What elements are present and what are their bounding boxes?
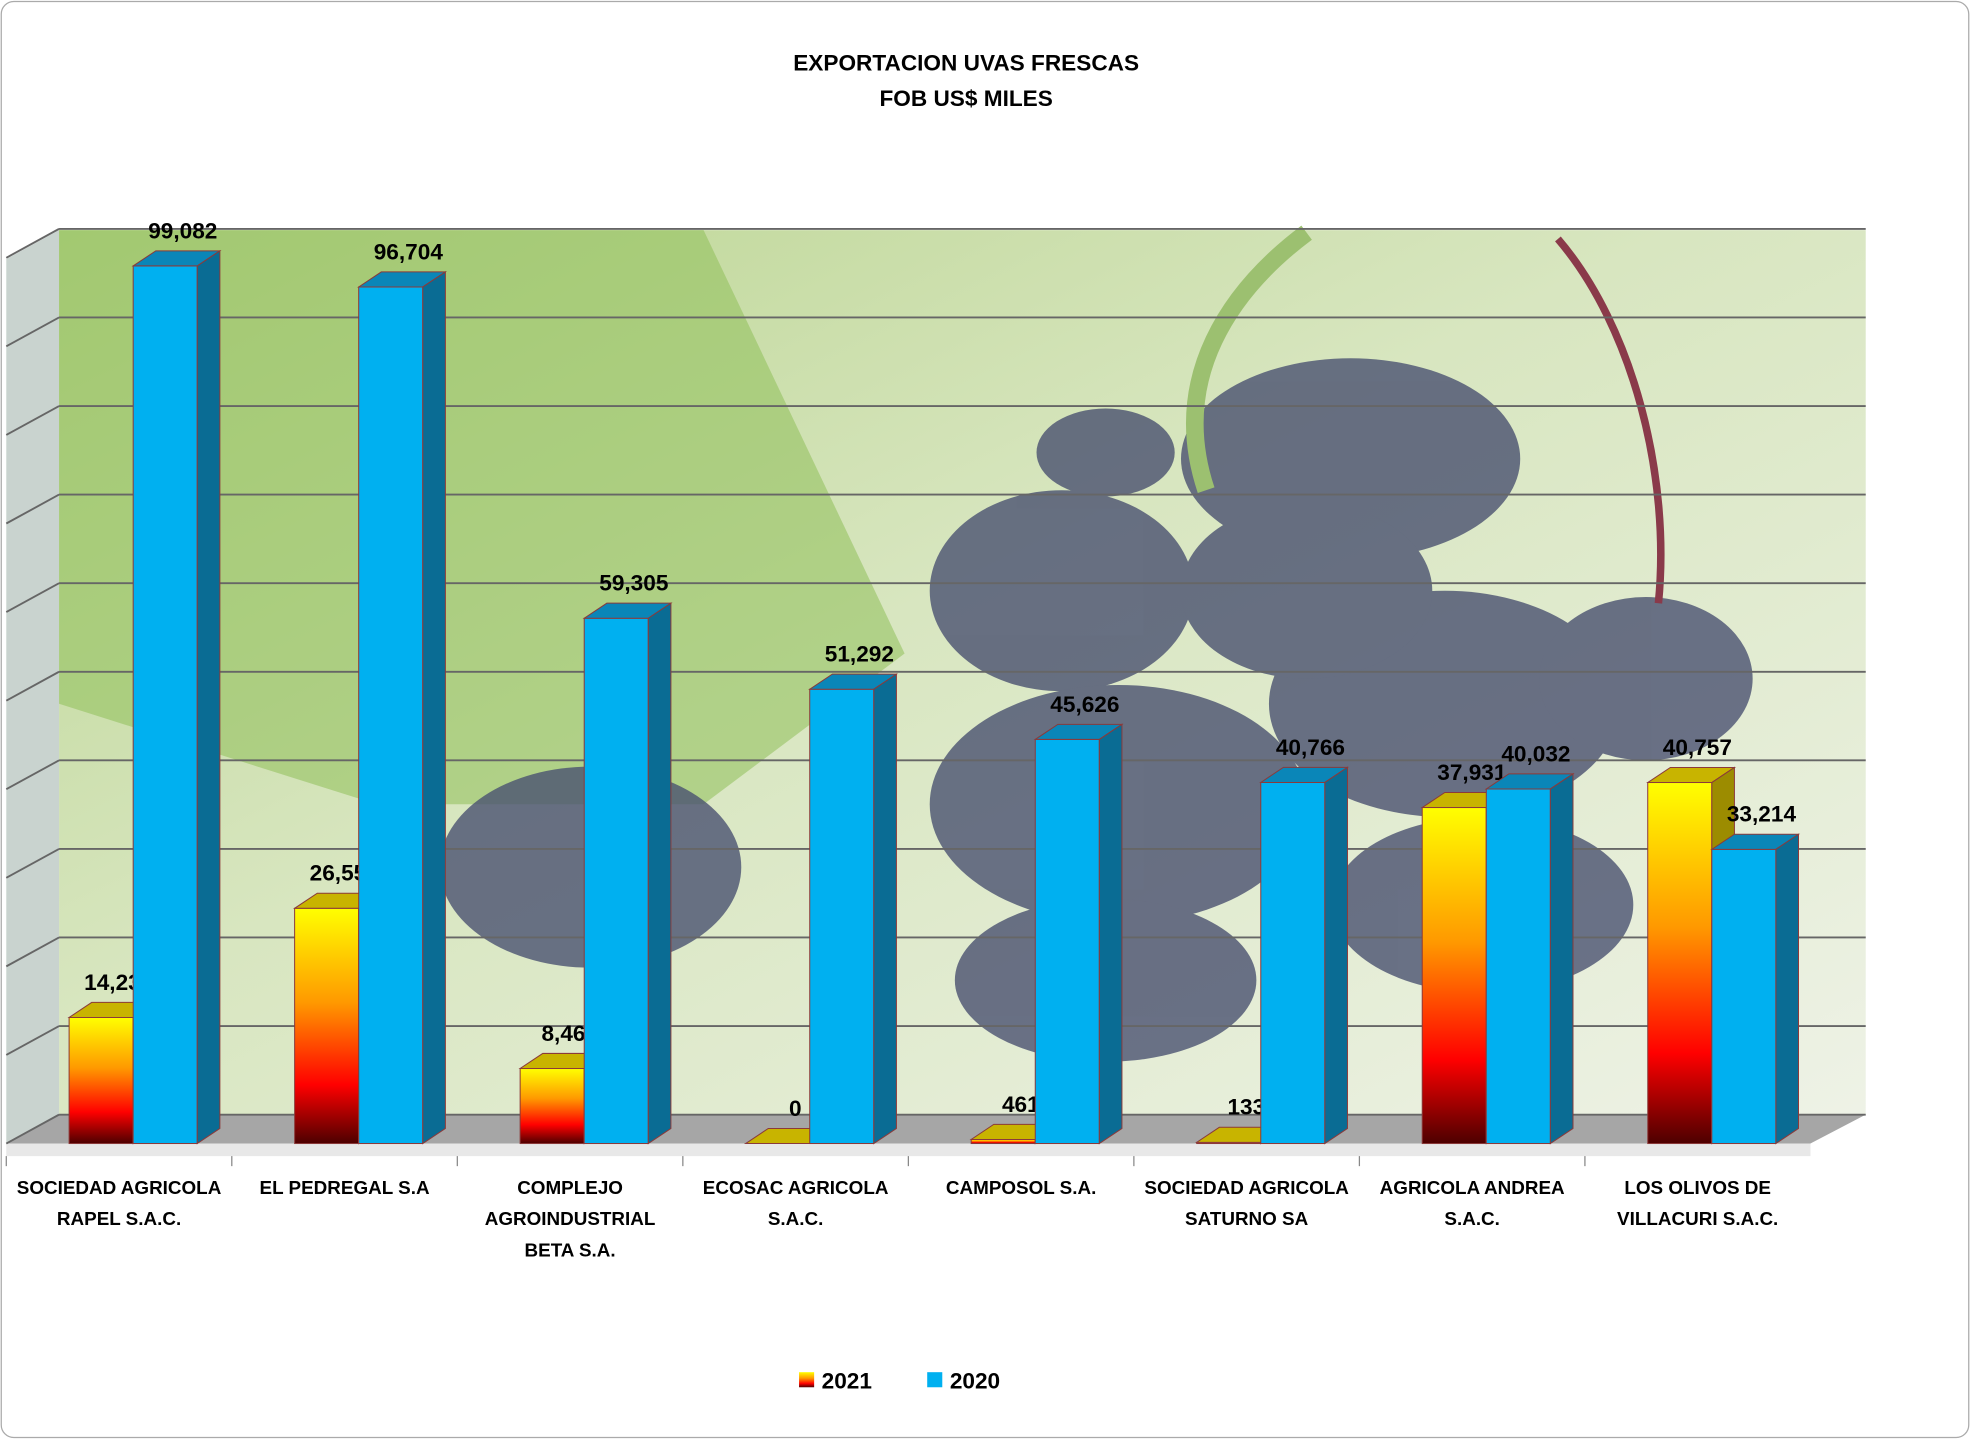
- bar-side: [1098, 723, 1123, 1145]
- bar-front: [583, 617, 649, 1145]
- chart-title: EXPORTACION UVAS FRESCAS: [793, 51, 1139, 76]
- data-label: 99,082: [148, 218, 217, 243]
- bar-side: [422, 270, 446, 1145]
- bar-side: [873, 673, 897, 1145]
- data-label: 59,305: [599, 571, 668, 596]
- side-grid-line: [5, 1113, 60, 1145]
- bar-front: [358, 286, 424, 1145]
- floor: [6, 1114, 1866, 1144]
- bar-front: [1711, 848, 1777, 1145]
- bar-front: [1421, 807, 1487, 1145]
- category-label-box: SOCIEDAD AGRICOLA SATURNO SA: [1144, 1177, 1349, 1231]
- side-grid-line: [5, 670, 60, 702]
- bar-side: [647, 602, 672, 1145]
- legend-label: 2020: [950, 1369, 1000, 1394]
- background-photo: [6, 225, 1866, 1144]
- side-grid-line: [5, 493, 60, 525]
- bar-front: [68, 1016, 134, 1145]
- x-tick-label: SOCIEDAD AGRICOLA SATURNO SA: [1144, 1177, 1349, 1231]
- side-grid-line: [5, 582, 60, 613]
- legend: 2021 2020: [799, 1369, 1000, 1394]
- category-label-box: AGRICOLA ANDREA S.A.C.: [1379, 1177, 1565, 1231]
- data-label: 0: [789, 1096, 802, 1121]
- x-tick-label: CAMPOSOL S.A.: [945, 1177, 1097, 1199]
- data-label: 45,626: [1050, 692, 1119, 717]
- legend-swatch: [927, 1372, 943, 1388]
- bar-front: [132, 265, 198, 1145]
- bar-front: [1260, 781, 1326, 1145]
- x-tick-label: LOS OLIVOS DE VILLACURI S.A.C.: [1617, 1177, 1779, 1231]
- side-grid-line: [5, 936, 60, 968]
- category-label-box: CAMPOSOL S.A.: [945, 1177, 1097, 1199]
- data-label: 40,032: [1501, 741, 1570, 766]
- side-grid-line: [5, 1025, 60, 1056]
- bar-side: [1324, 766, 1348, 1145]
- bar-front: [970, 1138, 1036, 1145]
- bar-side: [1549, 772, 1574, 1145]
- data-label: 96,704: [374, 239, 444, 264]
- data-label: 40,757: [1663, 735, 1732, 760]
- x-tick-label: EL PEDREGAL S.A: [259, 1177, 430, 1199]
- side-grid-line: [5, 405, 60, 436]
- category-label-box: COMPLEJO AGROINDUSTRIAL BETA S.A.: [484, 1177, 656, 1262]
- bar-front: [519, 1068, 585, 1145]
- category-label-box: EL PEDREGAL S.A: [259, 1177, 430, 1199]
- data-label: 133: [1227, 1095, 1265, 1120]
- floor-edge: [6, 1143, 1811, 1157]
- category-label-box: LOS OLIVOS DE VILLACURI S.A.C.: [1617, 1177, 1779, 1231]
- bar-front: [1485, 788, 1551, 1145]
- bar-side: [1775, 833, 1800, 1145]
- bar-front: [809, 688, 875, 1145]
- chart-subtitle: FOB US$ MILES: [879, 86, 1052, 111]
- x-tick-label: COMPLEJO AGROINDUSTRIAL BETA S.A.: [484, 1177, 656, 1262]
- category-label-box: SOCIEDAD AGRICOLA RAPEL S.A.C.: [16, 1177, 222, 1231]
- side-grid-line: [5, 848, 60, 879]
- bar-front: [1034, 738, 1100, 1145]
- legend-swatch: [799, 1372, 815, 1388]
- data-label: 51,292: [825, 642, 894, 667]
- legend-label: 2021: [822, 1369, 872, 1394]
- x-tick-label: SOCIEDAD AGRICOLA RAPEL S.A.C.: [16, 1177, 222, 1231]
- data-label: 37,931: [1437, 760, 1506, 785]
- side-grid-line: [5, 759, 60, 791]
- category-label-box: ECOSAC AGRICOLA S.A.C.: [702, 1177, 889, 1231]
- data-label: 33,214: [1727, 802, 1797, 827]
- x-tick-label: ECOSAC AGRICOLA S.A.C.: [702, 1177, 889, 1231]
- bar-front: [294, 907, 360, 1145]
- side-grid-line: [5, 228, 60, 259]
- data-label: 40,766: [1276, 735, 1345, 760]
- data-label: 461: [1002, 1092, 1040, 1117]
- x-tick-label: AGRICOLA ANDREA S.A.C.: [1379, 1177, 1565, 1231]
- bar-side: [196, 249, 221, 1145]
- side-grid-line: [5, 316, 60, 348]
- bar-front: [1647, 782, 1713, 1145]
